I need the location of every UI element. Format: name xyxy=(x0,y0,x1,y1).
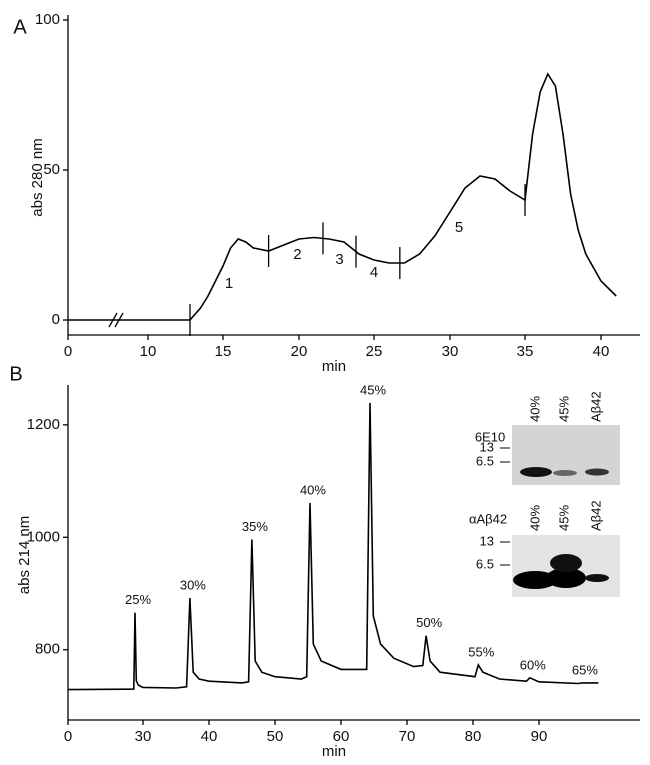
size-marker: 6.5 xyxy=(476,556,494,571)
lane-label: Aβ42 xyxy=(588,391,603,422)
y-tick-label: 100 xyxy=(35,11,60,28)
inset-blot-2 xyxy=(500,535,620,597)
lane-label: 45% xyxy=(556,505,571,531)
peak-label: 50% xyxy=(416,615,442,630)
lane-label: 40% xyxy=(527,505,542,531)
x-tick-label: 80 xyxy=(465,728,482,745)
x-tick-label: 40 xyxy=(201,728,218,745)
fraction-label: 4 xyxy=(370,264,378,281)
y-tick-label: 0 xyxy=(52,311,60,328)
fraction-label: 2 xyxy=(293,246,301,263)
peak-label: 25% xyxy=(125,592,151,607)
y-axis-label: abs 214 nm xyxy=(16,516,33,594)
panel-label: A xyxy=(13,16,27,38)
y-tick-label: 50 xyxy=(43,161,60,178)
fraction-label: 3 xyxy=(335,251,343,268)
peak-label: 65% xyxy=(572,662,598,677)
x-axis-label: min xyxy=(322,358,346,375)
size-marker: 13 xyxy=(480,533,494,548)
peak-label: 30% xyxy=(180,577,206,592)
fraction-label: 1 xyxy=(225,275,233,292)
x-tick-label: 0 xyxy=(64,728,72,745)
x-tick-label: 90 xyxy=(531,728,548,745)
peak-label: 60% xyxy=(520,657,546,672)
lane-label: 40% xyxy=(527,396,542,422)
trace xyxy=(67,402,599,691)
fraction-label: 5 xyxy=(455,219,463,236)
x-tick-label: 35 xyxy=(517,343,534,360)
y-tick-label: 1000 xyxy=(27,528,60,545)
inset-blot-1 xyxy=(500,425,620,485)
band xyxy=(520,467,552,477)
y-tick-label: 1200 xyxy=(27,416,60,433)
band xyxy=(546,568,586,588)
band xyxy=(585,574,609,582)
trace xyxy=(68,72,617,321)
peak-label: 55% xyxy=(468,644,494,659)
x-axis-label: min xyxy=(322,743,346,760)
peak-label: 45% xyxy=(360,382,386,397)
x-tick-label: 30 xyxy=(135,728,152,745)
x-tick-label: 30 xyxy=(442,343,459,360)
peak-label: 40% xyxy=(300,482,326,497)
size-marker: 6.5 xyxy=(476,453,494,468)
band xyxy=(513,571,557,589)
x-tick-label: 60 xyxy=(333,728,350,745)
x-tick-label: 40 xyxy=(593,343,610,360)
y-axis-label: abs 280 nm xyxy=(29,138,46,216)
x-tick-label: 50 xyxy=(267,728,284,745)
antibody-label: 6E10 xyxy=(475,429,505,444)
peak-label: 35% xyxy=(242,519,268,534)
x-tick-label: 15 xyxy=(215,343,232,360)
x-tick-label: 70 xyxy=(399,728,416,745)
x-tick-label: 0 xyxy=(64,343,72,360)
x-tick-label: 25 xyxy=(366,343,383,360)
antibody-label: αAβ42 xyxy=(469,511,507,526)
x-tick-label: 10 xyxy=(140,343,157,360)
band xyxy=(585,468,609,476)
y-tick-label: 800 xyxy=(35,641,60,658)
x-tick-label: 20 xyxy=(291,343,308,360)
band xyxy=(550,554,582,572)
panel-label: B xyxy=(9,363,22,385)
lane-label: 45% xyxy=(556,396,571,422)
size-marker: 13 xyxy=(480,439,494,454)
lane-label: Aβ42 xyxy=(588,500,603,531)
band xyxy=(553,470,577,476)
